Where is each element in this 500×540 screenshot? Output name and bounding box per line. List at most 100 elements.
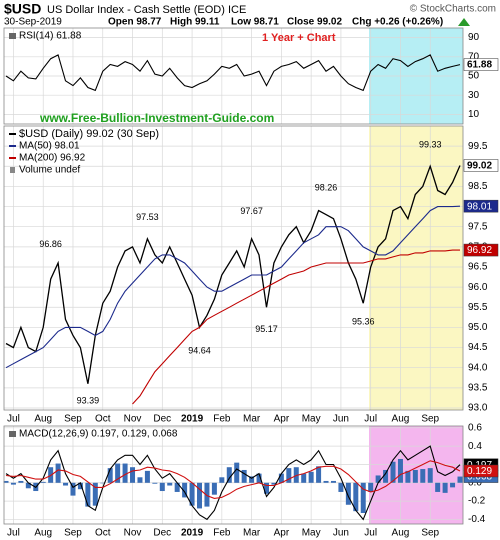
histogram-bar — [152, 482, 158, 484]
histogram-bar — [383, 469, 389, 483]
histogram-bar — [330, 480, 336, 483]
x-tick-label: Oct — [95, 414, 111, 425]
y-tick-label: 96.5 — [468, 262, 488, 273]
x-tick-label: Sep — [64, 528, 82, 539]
legend-label: MA(200) 96.92 — [19, 153, 86, 164]
x-tick-label: Jul — [364, 528, 377, 539]
value-box — [463, 243, 499, 257]
histogram-bar — [263, 482, 269, 494]
legend-label: $USD (Daily) 99.02 (30 Sep) — [19, 128, 159, 140]
x-tick-label: Jul — [7, 414, 20, 425]
series-line — [5, 445, 461, 521]
histogram-bar — [249, 476, 255, 483]
watermark: www.Free-Bullion-Investment-Guide.com — [39, 111, 274, 125]
panel-frame — [3, 425, 464, 525]
histogram-bar — [63, 482, 69, 486]
histogram-bar — [375, 475, 381, 483]
instrument-name: US Dollar Index - Cash Settle (EOD) ICE — [47, 4, 246, 16]
histogram-bar — [70, 482, 76, 496]
histogram-bar — [174, 482, 180, 492]
histogram-bar — [301, 473, 307, 483]
histogram-bar — [450, 482, 456, 488]
panel-frame — [3, 125, 464, 411]
value-box-label: 98.01 — [467, 201, 492, 212]
change: Chg +0.26 (+0.26%) — [352, 17, 443, 28]
histogram-bar — [457, 476, 463, 483]
histogram-bar — [159, 482, 165, 492]
histogram-bar — [256, 473, 262, 483]
histogram-bar — [397, 458, 403, 483]
histogram-bar — [405, 470, 411, 483]
histogram-bar — [92, 482, 98, 506]
x-tick-label: Aug — [392, 414, 410, 425]
legend-swatch — [9, 431, 16, 437]
x-tick-label: Sep — [421, 414, 439, 425]
series-line — [5, 54, 461, 92]
histogram-bar — [390, 461, 396, 483]
x-tick-label: Nov — [124, 528, 142, 539]
x-tick-label: Jun — [333, 414, 349, 425]
panel: 0.60.40.20.0-0.2-0.4JulAugSepOctNovDec20… — [3, 422, 499, 539]
panel: 10 30 50 70 90 61.88 RSI(14) 61.88 — [3, 27, 499, 125]
value-box-label: 99.02 — [467, 161, 492, 172]
y-tick-label: -0.4 — [468, 514, 486, 525]
y-tick-label: 95.5 — [468, 302, 488, 313]
histogram-bar — [323, 480, 329, 483]
y-tick-label: 94.0 — [468, 362, 488, 373]
histogram-bar — [107, 468, 113, 483]
x-tick-label: Aug — [392, 528, 410, 539]
histogram-bar — [435, 482, 441, 492]
histogram-bar — [115, 463, 121, 483]
histogram-bar — [3, 480, 9, 483]
histogram-bar — [197, 482, 203, 509]
histogram-bar — [226, 467, 232, 483]
low: Low 98.71 — [231, 17, 279, 28]
x-tick-label: Mar — [243, 414, 261, 425]
extreme-label: 94.64 — [188, 345, 211, 355]
histogram-bar — [420, 469, 426, 483]
extreme-label: 96.86 — [39, 239, 62, 249]
histogram-bar — [234, 462, 240, 483]
date: 30-Sep-2019 — [4, 17, 62, 28]
y-tick-label: 94.5 — [468, 342, 488, 353]
legend-label: RSI(14) 61.88 — [19, 31, 82, 42]
value-box-label: 61.88 — [467, 60, 492, 71]
x-tick-label: Feb — [213, 528, 231, 539]
x-tick-label: 2019 — [181, 528, 204, 539]
histogram-bar — [77, 482, 83, 490]
histogram-bar — [204, 482, 210, 507]
y-tick-label: 95.0 — [468, 322, 488, 333]
x-tick-label: Nov — [124, 414, 142, 425]
x-tick-label: Sep — [421, 528, 439, 539]
value-box — [463, 159, 499, 172]
histogram-bar — [286, 468, 292, 483]
histogram-bar — [40, 481, 46, 483]
up-arrow — [458, 18, 470, 26]
x-tick-label: Aug — [34, 414, 52, 425]
legend-label: MA(50) 98.01 — [19, 141, 80, 152]
y-tick-label: 98.5 — [468, 181, 488, 192]
x-tick-label: Dec — [153, 414, 171, 425]
extreme-label: 93.39 — [77, 396, 100, 406]
symbol: $USD — [4, 1, 41, 17]
value-box-label: 96.92 — [467, 245, 492, 256]
histogram-bar — [360, 482, 366, 514]
histogram-bar — [345, 482, 351, 505]
x-tick-label: Dec — [153, 528, 171, 539]
value-box — [463, 58, 499, 71]
x-tick-label: Jul — [364, 414, 377, 425]
x-tick-label: Apr — [274, 414, 290, 425]
histogram-bar — [353, 482, 359, 512]
chart-note: 1 Year + Chart — [262, 32, 336, 44]
legend-label: Volume undef — [19, 165, 80, 176]
y-tick-label: 30 — [468, 90, 480, 101]
histogram-bar — [137, 477, 143, 483]
open: Open 98.77 — [108, 17, 162, 28]
series-line — [5, 460, 461, 499]
histogram-bar — [10, 482, 16, 485]
x-tick-label: Feb — [213, 414, 231, 425]
histogram-bar — [189, 482, 195, 506]
x-tick-label: May — [302, 528, 321, 539]
y-tick-label: 0.6 — [468, 422, 482, 433]
